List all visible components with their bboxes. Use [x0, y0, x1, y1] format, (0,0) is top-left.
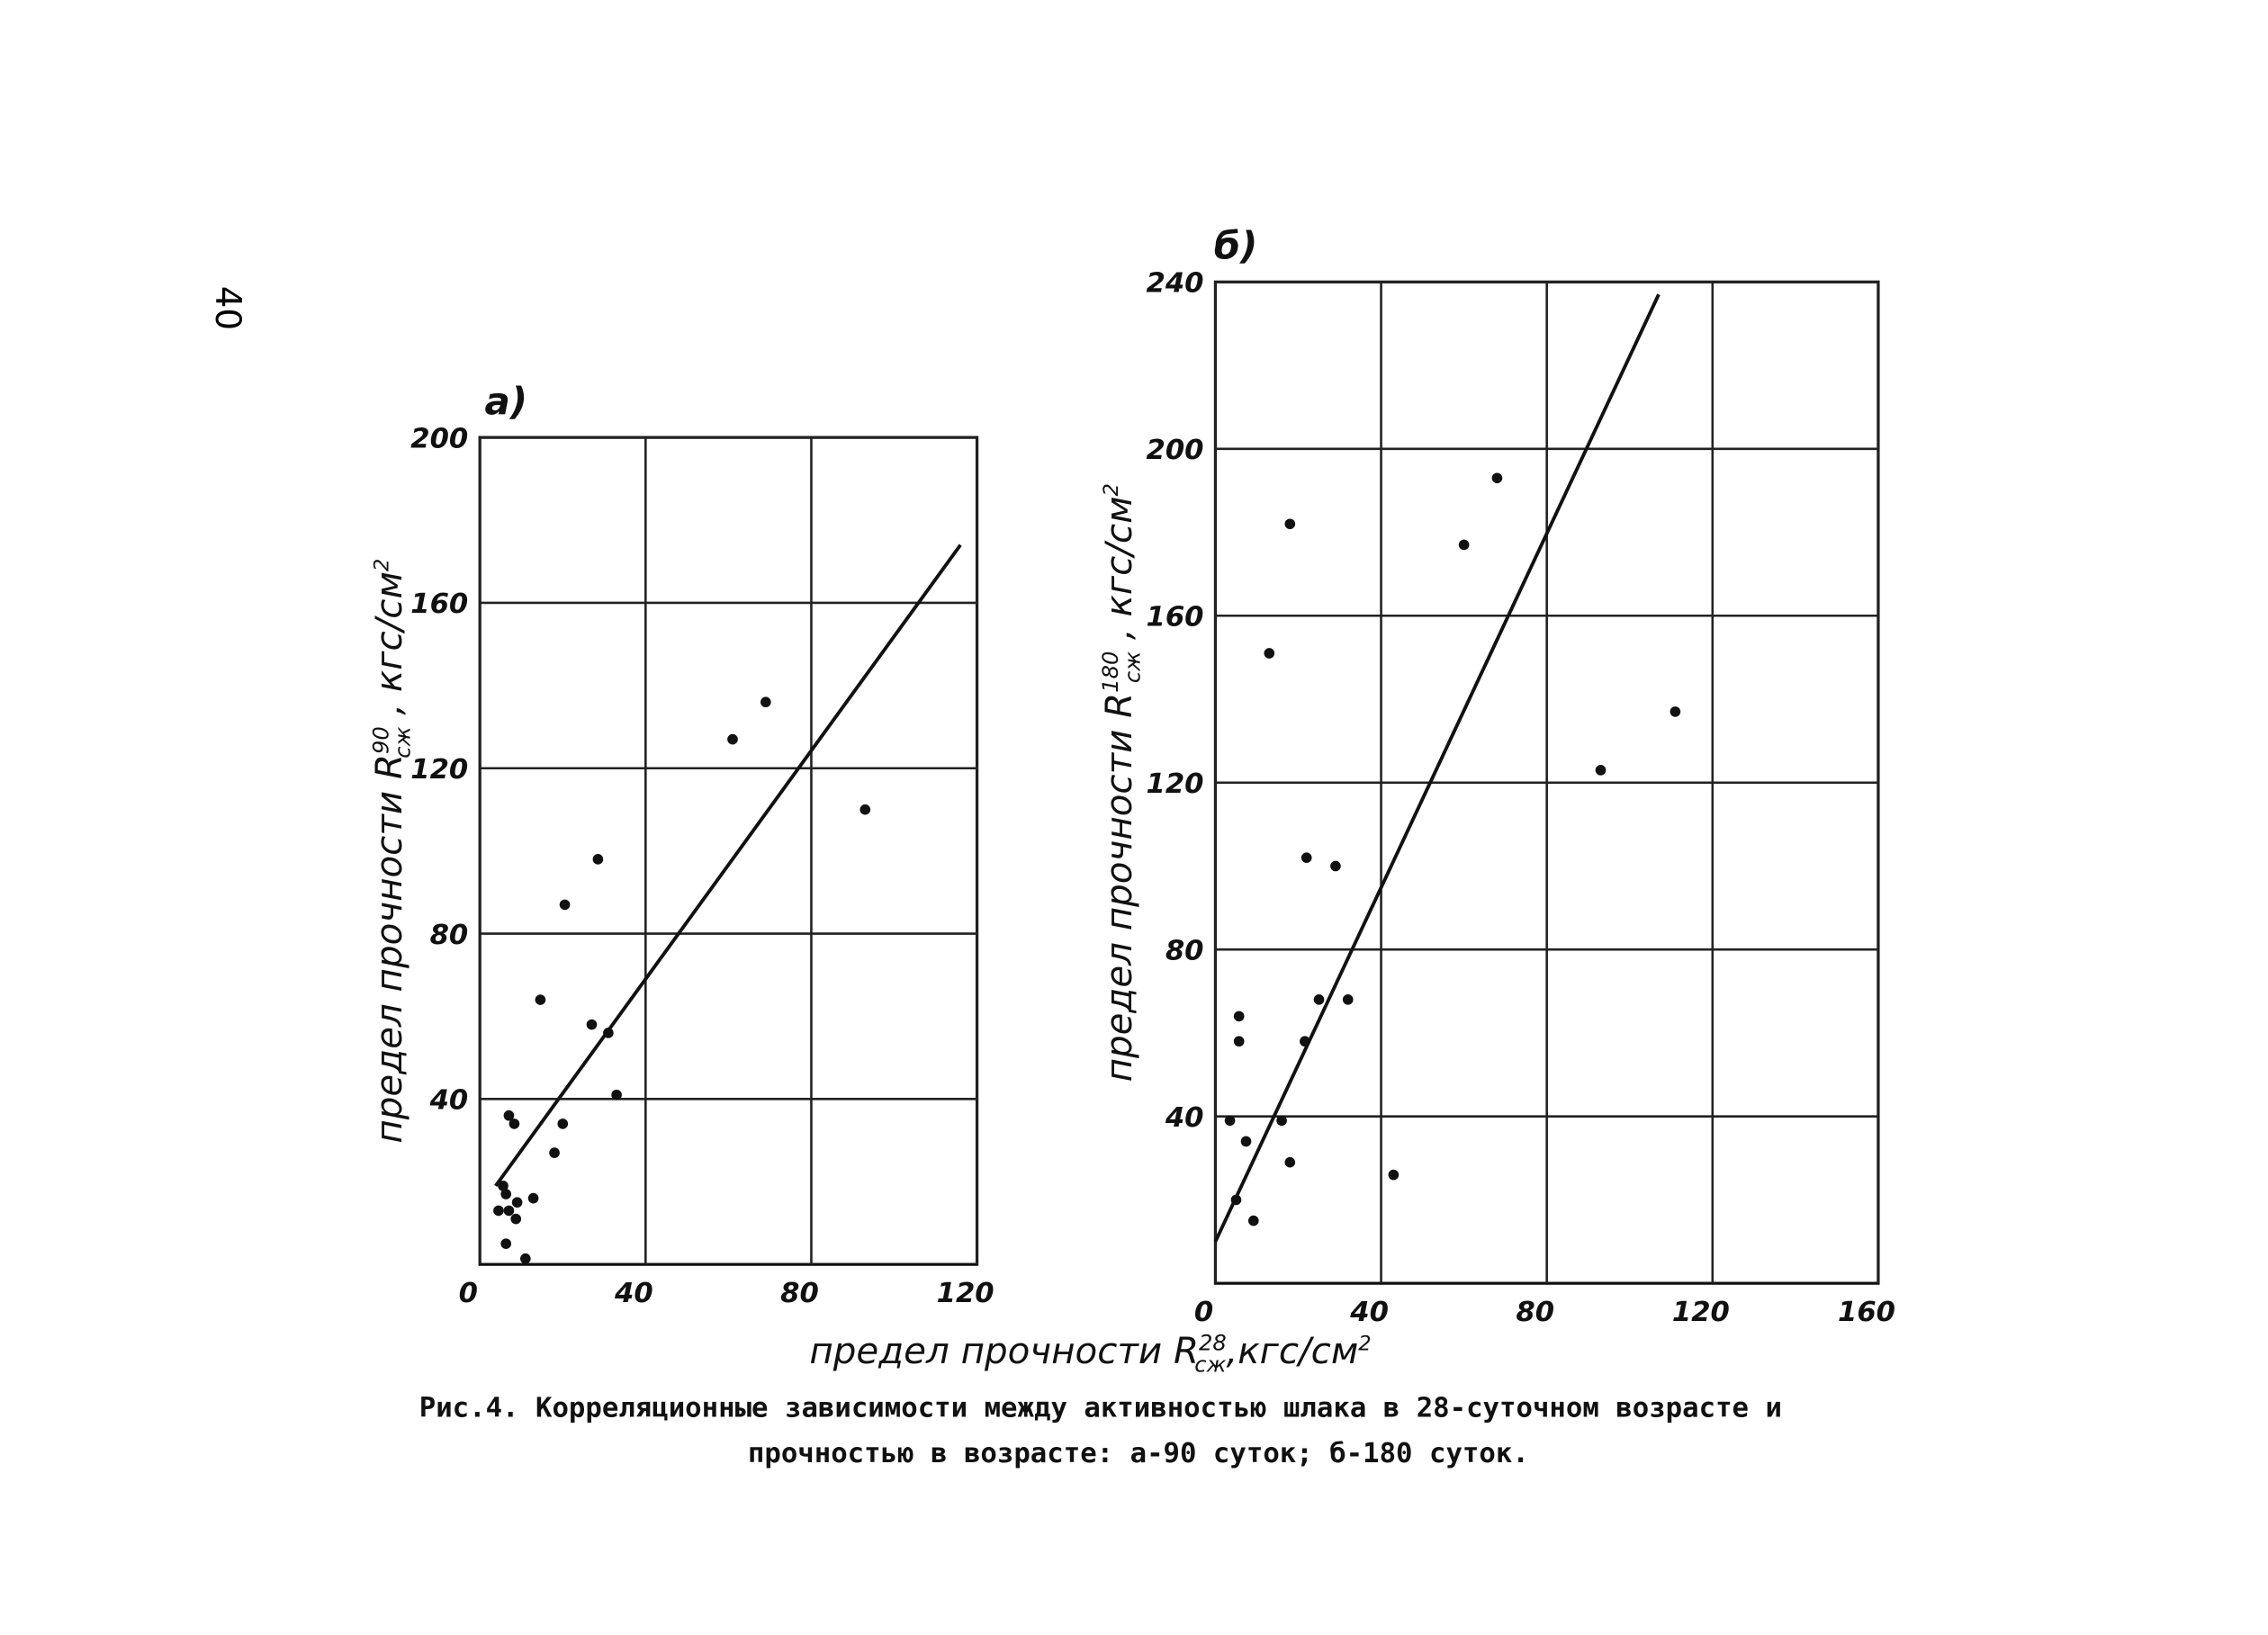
- data-point: [1595, 765, 1606, 776]
- data-point: [1233, 1011, 1245, 1022]
- data-point: [520, 1253, 531, 1264]
- data-point: [527, 1192, 539, 1204]
- label-text: предел прочности R: [1098, 693, 1140, 1083]
- caption-line: Рис.4. Корреляционные зависимости между …: [419, 1393, 1782, 1424]
- data-point: [1313, 994, 1325, 1005]
- y-tick-label: 240: [1146, 268, 1203, 300]
- data-point: [1284, 1156, 1296, 1168]
- data-point: [1330, 860, 1341, 872]
- data-point: [760, 696, 771, 708]
- data-point: [1230, 1194, 1242, 1206]
- x-tick-label: 0: [1194, 1297, 1213, 1328]
- data-point: [498, 1181, 508, 1191]
- data-point: [1276, 1115, 1287, 1127]
- caption-line: прочностью в возрасте: а-90 суток; б-180…: [748, 1438, 1529, 1469]
- y-tick-label: 160: [1146, 602, 1203, 633]
- data-point: [511, 1197, 523, 1208]
- data-point: [1388, 1169, 1400, 1181]
- x-tick-label: 120: [937, 1278, 994, 1309]
- data-point: [860, 804, 871, 815]
- x-tick-label: 40: [614, 1278, 653, 1309]
- x-tick-label: 40: [1349, 1297, 1389, 1328]
- data-point: [1670, 706, 1681, 717]
- data-point: [1240, 1136, 1252, 1147]
- label-superscript: 180: [1098, 651, 1123, 693]
- label-subscript: сж: [391, 726, 416, 758]
- x-tick-label: 80: [1516, 1297, 1554, 1328]
- regression-line: [1213, 293, 1660, 1243]
- data-point: [611, 1089, 622, 1100]
- data-point: [535, 994, 546, 1005]
- data-point: [592, 854, 604, 865]
- data-point: [1264, 648, 1275, 659]
- label-unit: , кгс/см: [1098, 496, 1140, 651]
- data-point: [493, 1205, 504, 1217]
- axis-label: предел прочности R28 сж,кгс/см2: [809, 1330, 1371, 1378]
- page-number: 40: [207, 286, 248, 330]
- data-point: [1491, 472, 1503, 484]
- y-tick-label: 40: [1165, 1102, 1204, 1134]
- label-unit-superscript: 2: [1358, 1332, 1371, 1355]
- label-unit: ,кгс/см: [1226, 1330, 1358, 1372]
- panel-label: а): [485, 379, 528, 423]
- x-tick-label: 0: [459, 1278, 478, 1309]
- data-point: [586, 1019, 598, 1030]
- y-tick-label: 200: [410, 423, 468, 454]
- y-tick-label: 120: [410, 754, 468, 786]
- label-text: предел прочности R: [809, 1330, 1199, 1372]
- label-superscript: 28: [1199, 1330, 1227, 1355]
- label-unit: , кгс/см: [368, 571, 410, 727]
- data-point: [500, 1189, 512, 1199]
- data-point: [1300, 852, 1312, 864]
- data-point: [500, 1238, 512, 1249]
- data-point: [1458, 539, 1470, 551]
- y-tick-label: 200: [1146, 435, 1203, 466]
- x-tick-label: 120: [1672, 1297, 1730, 1328]
- panel-label: б): [1214, 223, 1258, 267]
- label-superscript: 90: [368, 726, 393, 754]
- label-subscript: сж: [1194, 1352, 1226, 1378]
- plot-frame: [478, 436, 979, 1266]
- regression-line: [494, 544, 962, 1187]
- x-tick-label: 80: [780, 1278, 819, 1309]
- y-tick-label: 40: [429, 1085, 469, 1117]
- label-text: предел прочности R: [368, 754, 410, 1144]
- data-point: [1233, 1036, 1245, 1047]
- label-unit-superscript: 2: [370, 559, 393, 571]
- data-point: [603, 1028, 614, 1038]
- data-point: [503, 1109, 515, 1121]
- data-point: [557, 1118, 569, 1129]
- data-point: [1300, 1036, 1310, 1047]
- axis-label: предел прочности R180сж , кгс/см2: [1098, 483, 1146, 1082]
- x-tick-label: 160: [1838, 1297, 1895, 1328]
- y-tick-label: 80: [430, 920, 469, 951]
- data-point: [1247, 1215, 1259, 1226]
- y-tick-label: 80: [1166, 936, 1204, 967]
- label-subscript: сж: [1120, 651, 1145, 683]
- y-tick-label: 160: [410, 588, 468, 620]
- data-point: [508, 1118, 520, 1129]
- label-unit-superscript: 2: [1100, 483, 1123, 496]
- data-point: [1342, 994, 1354, 1005]
- axis-label: предел прочности R90сж , кгс/см2: [368, 559, 416, 1144]
- data-point: [727, 733, 738, 745]
- data-point: [503, 1205, 515, 1217]
- data-point: [559, 899, 571, 911]
- data-point: [1224, 1115, 1236, 1127]
- data-point: [549, 1147, 560, 1158]
- data-point: [510, 1213, 522, 1225]
- data-point: [1284, 518, 1296, 530]
- y-tick-label: 120: [1146, 768, 1203, 800]
